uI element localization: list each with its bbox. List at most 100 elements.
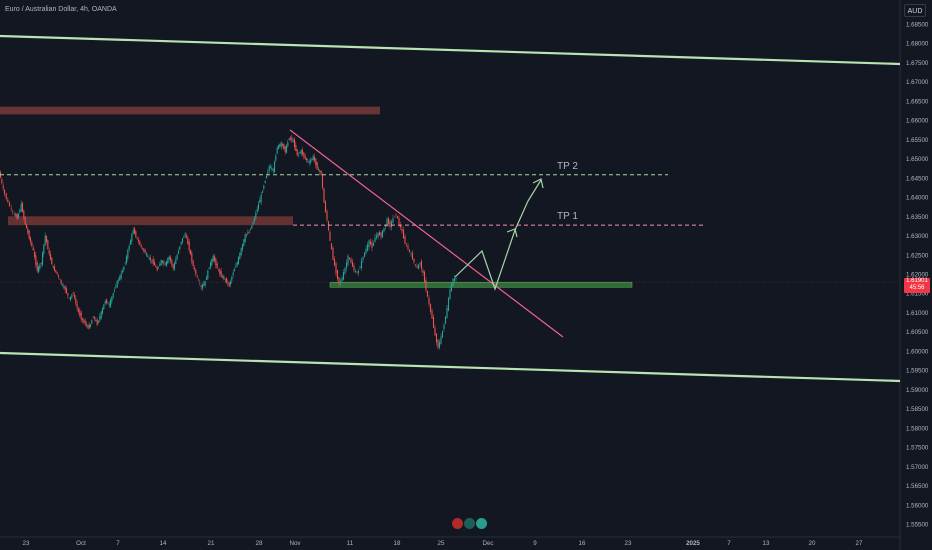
candle-body — [152, 258, 154, 264]
candle-body — [68, 297, 70, 299]
candle-body — [453, 278, 456, 282]
candle-body — [20, 203, 22, 212]
time-tick-label: 27 — [856, 540, 863, 547]
candle-body — [371, 242, 373, 249]
time-tick-label: 11 — [347, 540, 354, 547]
candle-body — [223, 275, 225, 280]
resistance-zone-top — [0, 106, 380, 115]
tradingview-logo-icon[interactable] — [452, 518, 488, 530]
candle-body — [264, 180, 266, 183]
candle-body — [207, 270, 209, 279]
time-tick-label: 14 — [160, 540, 167, 547]
candle-body — [444, 316, 447, 324]
candle-body — [386, 219, 388, 227]
candle-body — [422, 270, 424, 274]
candle-body — [414, 264, 417, 265]
candle-body — [251, 225, 253, 229]
candle-body — [245, 234, 248, 236]
candle-body — [149, 257, 152, 261]
candle-body — [347, 255, 349, 265]
candle-body — [276, 147, 278, 154]
candle-body — [125, 256, 128, 264]
candle-body — [51, 257, 53, 265]
candle-body — [160, 259, 162, 265]
candle-body — [92, 317, 94, 319]
candle-body — [441, 330, 444, 338]
price-tick-label: 1.59500 — [906, 368, 929, 375]
candle-body — [426, 291, 429, 297]
candle-body — [128, 245, 130, 250]
candle-body — [52, 265, 54, 268]
descending-trendline[interactable] — [289, 129, 564, 338]
candle-body — [21, 202, 24, 213]
candle-body — [91, 320, 93, 324]
candle-body — [381, 230, 384, 238]
price-tick-label: 1.56000 — [906, 502, 929, 509]
time-tick-label: 18 — [394, 540, 401, 547]
time-tick-label: 9 — [533, 540, 537, 547]
candle-body — [341, 277, 343, 282]
candle-body — [417, 264, 420, 270]
candle-body — [199, 283, 201, 284]
candle-body — [378, 232, 381, 236]
candle-body — [65, 288, 68, 294]
candle-body — [389, 221, 391, 227]
candle-body — [16, 214, 18, 220]
time-axis[interactable]: 23 Oct 7 14 21 28 Nov 11 18 25 Dec 9 16 23 2025 7 13 20 27 — [23, 540, 863, 547]
candle-body — [269, 166, 272, 169]
candle-body — [36, 262, 38, 271]
candle-body — [25, 224, 28, 229]
candle-body — [188, 241, 190, 251]
candle-body — [171, 259, 173, 265]
candle-body — [45, 235, 48, 242]
candle-body — [321, 174, 324, 188]
candle-body — [117, 279, 120, 281]
candle-body — [267, 171, 269, 174]
candle-body — [236, 262, 238, 266]
candle-body — [271, 168, 273, 170]
candle-body — [175, 259, 177, 264]
candle-body — [303, 152, 305, 157]
channel-lower-line[interactable] — [0, 351, 901, 383]
candle-body — [312, 155, 314, 161]
candle-body — [227, 282, 229, 284]
candle-body — [33, 251, 36, 257]
last-price-value: 1.61901 — [906, 278, 928, 284]
candle-body — [284, 146, 286, 153]
candle-body — [398, 217, 400, 225]
candle-body — [228, 282, 230, 287]
channel-upper-line[interactable] — [0, 34, 901, 66]
candle-body — [407, 245, 409, 250]
price-tick-label: 1.63500 — [906, 214, 929, 221]
candle-body — [237, 257, 240, 265]
candle-body — [60, 279, 62, 284]
currency-button[interactable]: AUD — [904, 4, 926, 17]
candle-body — [169, 256, 172, 261]
candle-body — [97, 320, 100, 323]
candle-body — [292, 140, 294, 142]
candle-body — [351, 261, 354, 267]
candle-body — [3, 189, 6, 194]
projection-path[interactable] — [454, 179, 542, 291]
price-axis[interactable]: 1.68500 1.68000 1.67500 1.67000 1.66500 1.660… — [906, 22, 929, 529]
candle-body — [384, 224, 387, 227]
candle-body — [8, 202, 11, 207]
candle-body — [408, 249, 411, 252]
candle-body — [193, 267, 196, 270]
price-tick-label: 1.66000 — [906, 118, 929, 125]
candle-body — [369, 241, 372, 245]
candle-body — [187, 237, 189, 245]
candle-body — [17, 213, 20, 219]
candle-body — [159, 264, 161, 267]
candle-body — [410, 253, 412, 255]
candle-body — [356, 273, 358, 274]
candle-body — [348, 257, 351, 259]
candle-body — [256, 209, 258, 212]
candle-body — [404, 236, 406, 244]
support-zone — [329, 281, 633, 288]
candle-body — [339, 281, 342, 283]
candle-body — [363, 252, 366, 257]
candle-body — [72, 293, 74, 295]
candle-body — [300, 150, 302, 154]
